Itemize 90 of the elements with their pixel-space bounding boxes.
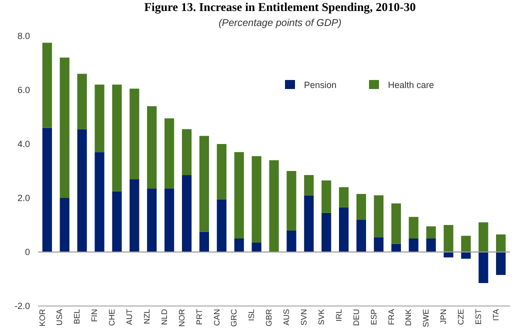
bar xyxy=(286,230,296,252)
x-tick-label: AUS xyxy=(282,309,292,326)
bar xyxy=(478,222,488,252)
x-tick-label: SVK xyxy=(316,308,326,326)
y-tick-label: 2.0 xyxy=(17,192,30,203)
x-tick-label: DEU xyxy=(352,308,361,326)
x-tick-label: PRT xyxy=(194,308,204,325)
x-tick-label: JPN xyxy=(439,308,448,324)
bar xyxy=(444,252,454,258)
bar xyxy=(322,180,332,213)
x-tick-label: SVN xyxy=(300,308,308,326)
bar xyxy=(216,144,226,200)
bar xyxy=(356,220,366,252)
bar xyxy=(478,252,488,284)
bar xyxy=(252,156,262,243)
bar xyxy=(461,252,471,259)
bar xyxy=(60,58,70,198)
bar xyxy=(408,238,418,252)
x-tick-label: DNK xyxy=(404,308,414,326)
x-tick-label: AUT xyxy=(125,308,134,325)
x-tick-label: GBR xyxy=(264,308,274,326)
bar xyxy=(216,199,226,252)
bar xyxy=(94,152,104,252)
legend-label: Pension xyxy=(304,80,337,90)
bar xyxy=(199,232,209,252)
legend-label: Health care xyxy=(388,80,434,90)
y-tick-label: -2.0 xyxy=(14,300,30,311)
bar xyxy=(164,188,174,252)
bar xyxy=(60,198,70,252)
bar xyxy=(374,237,384,252)
y-tick-label: 0 xyxy=(24,246,30,257)
x-tick-label: FIN xyxy=(90,308,100,322)
x-tick-label: ISL xyxy=(247,308,256,322)
bar xyxy=(304,175,314,196)
bar xyxy=(234,238,244,252)
y-tick-label: 4.0 xyxy=(17,138,30,149)
bar xyxy=(269,160,279,252)
bar xyxy=(286,171,296,230)
x-tick-label: USA xyxy=(55,308,64,326)
bar xyxy=(252,242,262,252)
bar xyxy=(42,42,52,128)
bar xyxy=(339,187,349,208)
bar xyxy=(391,244,401,252)
bar xyxy=(339,207,349,252)
chart-title: Figure 13. Increase in Entitlement Spending, 2010-30 xyxy=(144,0,416,14)
bar xyxy=(408,216,418,238)
bar xyxy=(356,194,366,220)
x-tick-label: ITA xyxy=(491,308,500,321)
bar xyxy=(304,195,314,252)
bar xyxy=(234,152,244,238)
bar xyxy=(496,234,506,252)
x-tick-label: NLD xyxy=(160,308,169,326)
x-tick-label: IRL xyxy=(334,308,344,322)
bar xyxy=(147,106,157,189)
bar xyxy=(112,191,122,252)
bar xyxy=(77,129,87,252)
chart-subtitle: (Percentage points of GDP) xyxy=(218,18,342,29)
y-tick-label: 8.0 xyxy=(17,30,30,41)
x-tick-label: FRA xyxy=(386,308,396,325)
x-tick-label: SWE xyxy=(422,309,431,328)
bar xyxy=(391,203,401,244)
bar xyxy=(182,175,192,252)
x-tick-label: NZL xyxy=(142,308,152,324)
x-tick-label: CZE xyxy=(456,309,466,325)
x-tick-label: EST xyxy=(474,308,483,325)
bar xyxy=(426,226,436,238)
bar xyxy=(112,84,122,192)
x-tick-label: CAN xyxy=(212,308,222,326)
bar xyxy=(199,136,209,232)
bar xyxy=(77,74,87,130)
bar xyxy=(461,236,471,252)
x-tick-label: ESP xyxy=(369,309,378,326)
y-tick-label: 6.0 xyxy=(17,84,30,95)
x-tick-label: KOR xyxy=(38,308,47,326)
bar xyxy=(130,88,140,180)
x-tick-label: NOR xyxy=(177,308,186,327)
bar xyxy=(444,225,454,252)
x-tick-label: GRC xyxy=(230,308,239,327)
bar xyxy=(164,118,174,189)
bar xyxy=(426,238,436,252)
bar xyxy=(94,84,104,152)
x-tick-label: CHE xyxy=(108,309,117,326)
bar xyxy=(322,212,332,252)
bar xyxy=(130,179,140,252)
x-tick-label: BEL xyxy=(72,308,82,324)
bar xyxy=(42,128,52,252)
bar xyxy=(182,129,192,176)
bar xyxy=(147,188,157,252)
bar xyxy=(496,252,506,275)
bar xyxy=(374,195,384,238)
